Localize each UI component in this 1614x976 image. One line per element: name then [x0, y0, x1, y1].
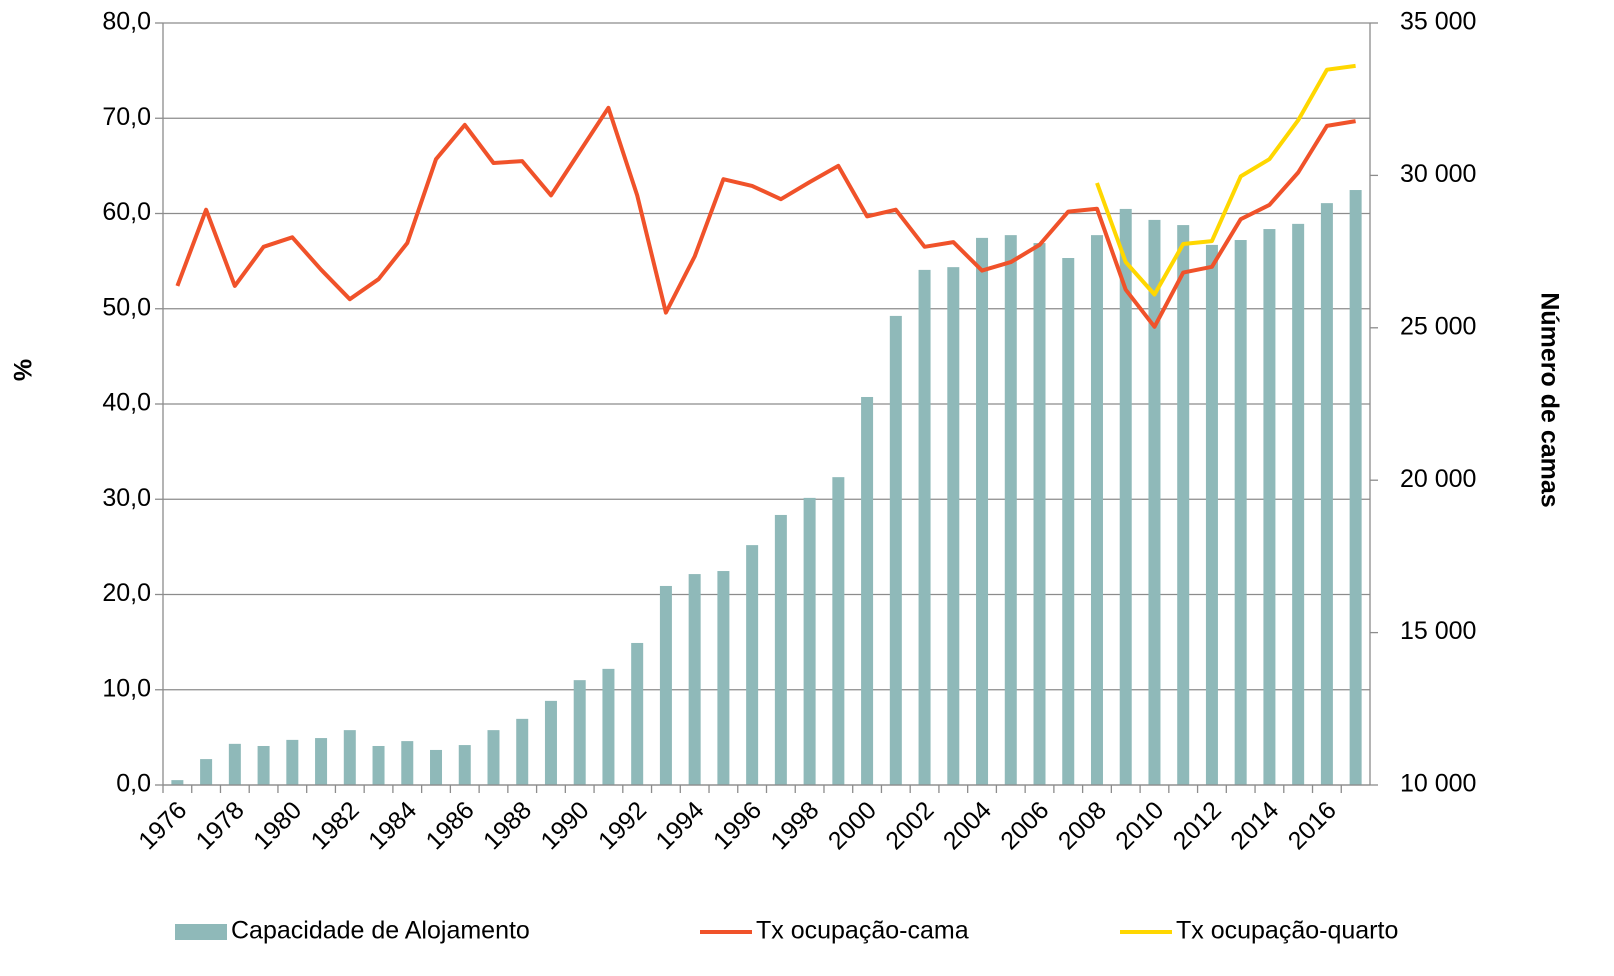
- bar: [602, 668, 615, 785]
- x-tick-label: 2006: [995, 796, 1054, 855]
- bar: [315, 738, 328, 785]
- bar: [1234, 240, 1247, 786]
- bar: [1177, 225, 1190, 785]
- x-tick-label: 1982: [306, 796, 365, 855]
- y2-tick-label: 15 000: [1400, 617, 1476, 645]
- x-tick-label: 2004: [938, 796, 997, 855]
- x-tick-label: 2016: [1283, 796, 1342, 855]
- bar: [1263, 229, 1276, 785]
- x-tick-label: 1986: [421, 796, 480, 855]
- bar: [659, 585, 672, 785]
- x-tick-label: 1990: [535, 796, 594, 855]
- bar: [228, 743, 241, 785]
- bar: [688, 574, 701, 785]
- bar: [1320, 203, 1333, 786]
- bar: [1033, 243, 1046, 785]
- bar: [1148, 219, 1161, 785]
- bar: [832, 477, 845, 785]
- y-tick-label: 80,0: [102, 8, 151, 36]
- x-tick-label: 2000: [823, 796, 882, 855]
- bar: [257, 745, 270, 785]
- bar: [401, 741, 414, 785]
- y2-tick-label: 35 000: [1400, 8, 1476, 36]
- bar: [1119, 208, 1132, 786]
- bar: [1349, 190, 1362, 785]
- bar: [1205, 244, 1218, 785]
- y-tick-label: 40,0: [102, 389, 151, 417]
- bar: [947, 267, 960, 786]
- y2-tick-label: 20 000: [1400, 465, 1476, 493]
- y-tick-label: 20,0: [102, 579, 151, 607]
- y-axis-title: %: [10, 359, 38, 381]
- x-tick-label: 2010: [1110, 796, 1169, 855]
- legend-swatch: [175, 924, 227, 940]
- y-tick-label: 30,0: [102, 484, 151, 512]
- x-tick-label: 1984: [363, 796, 422, 855]
- line: [175, 105, 1356, 329]
- bar: [372, 745, 385, 785]
- bar: [171, 780, 184, 785]
- bar: [1004, 235, 1017, 785]
- bar: [1062, 258, 1075, 785]
- x-tick-label: 1978: [191, 796, 250, 855]
- y-tick-label: 10,0: [102, 674, 151, 702]
- x-tick-label: 1976: [133, 796, 192, 855]
- y2-tick-label: 25 000: [1400, 312, 1476, 340]
- y-tick-label: 60,0: [102, 198, 151, 226]
- bar: [1292, 223, 1305, 785]
- y2-tick-label: 10 000: [1400, 770, 1476, 798]
- x-tick-label: 1980: [248, 796, 307, 855]
- bar: [746, 545, 759, 785]
- bar: [861, 396, 874, 785]
- bar: [516, 718, 529, 785]
- x-tick-label: 1992: [593, 796, 652, 855]
- y-tick-label: 70,0: [102, 103, 151, 131]
- line: [1095, 63, 1356, 297]
- bar: [487, 730, 500, 785]
- bar: [544, 700, 557, 785]
- x-tick-label: 2012: [1168, 796, 1227, 855]
- x-tick-label: 2002: [880, 796, 939, 855]
- bar: [286, 739, 299, 785]
- bar: [458, 745, 471, 785]
- legend-label: Tx ocupação-cama: [756, 917, 969, 945]
- x-tick-label: 1996: [708, 796, 767, 855]
- bar: [918, 269, 931, 785]
- x-tick-label: 2008: [1053, 796, 1112, 855]
- y-tick-label: 50,0: [102, 293, 151, 321]
- x-tick-label: 1994: [650, 796, 709, 855]
- bar: [573, 680, 586, 785]
- bar: [889, 315, 902, 785]
- bar: [430, 749, 443, 785]
- x-tick-label: 2014: [1225, 796, 1284, 855]
- bar: [631, 642, 644, 785]
- y2-tick-label: 30 000: [1400, 160, 1476, 188]
- y-tick-label: 0,0: [116, 770, 151, 798]
- bar: [200, 759, 213, 785]
- bar: [774, 514, 787, 785]
- legend-label: Tx ocupação-quarto: [1176, 917, 1398, 945]
- bar: [1090, 235, 1103, 785]
- bar: [803, 497, 816, 785]
- x-tick-label: 1998: [765, 796, 824, 855]
- bar: [976, 237, 989, 785]
- bar: [343, 730, 356, 785]
- y2-axis-title: Número de camas: [1535, 292, 1563, 507]
- x-tick-label: 1988: [478, 796, 537, 855]
- bar: [717, 571, 730, 785]
- legend-label: Capacidade de Alojamento: [231, 917, 530, 945]
